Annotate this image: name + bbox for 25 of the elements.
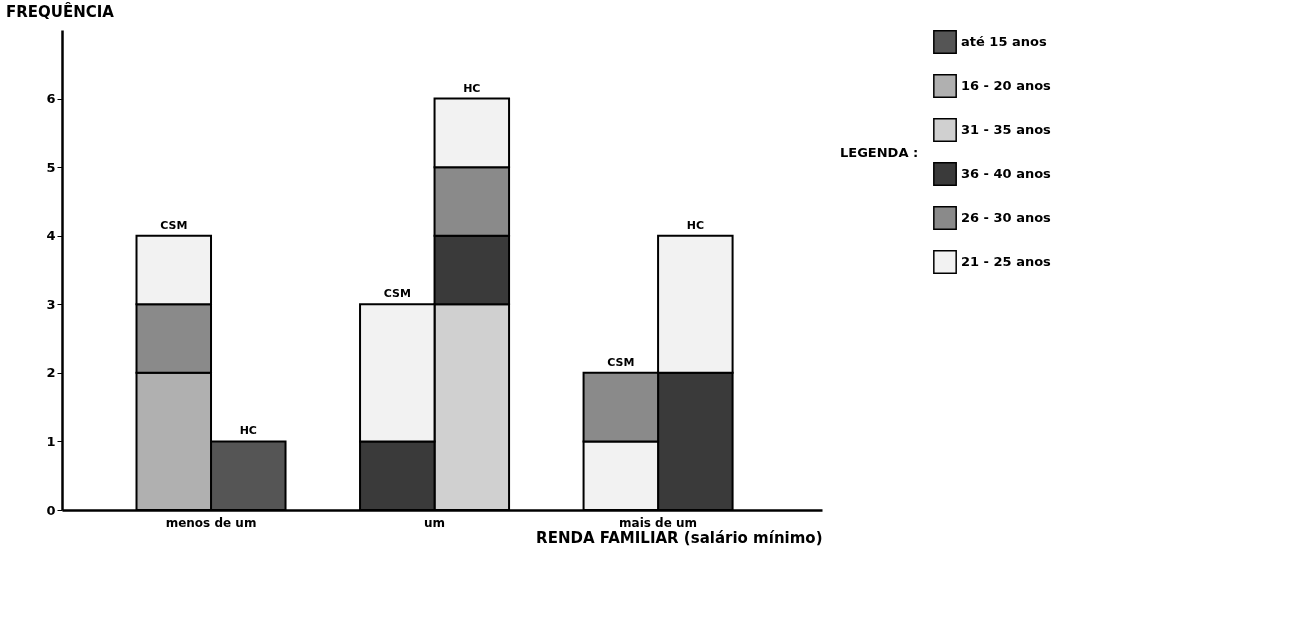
y-tick-label: 2 — [46, 365, 56, 381]
annotation: HC — [686, 218, 704, 232]
annotation: CSM — [607, 355, 635, 369]
y-tick-label: 3 — [46, 296, 56, 312]
legend-label: 21 - 25 anos — [961, 254, 1052, 269]
y-tick-label: 0 — [46, 502, 56, 518]
legend-label: até 15 anos — [961, 34, 1047, 49]
x-axis-title: RENDA FAMILIAR (salário mínimo) — [536, 528, 823, 547]
y-tick-label: 5 — [46, 159, 56, 175]
legend-title: LEGENDA : — [840, 145, 919, 160]
y-tick-label: 1 — [46, 433, 56, 449]
text: mais de um — [619, 516, 698, 530]
y-tick-label: 4 — [46, 228, 56, 244]
y-tick-label: 6 — [46, 91, 56, 107]
text: um — [424, 516, 446, 530]
annotation: HC — [239, 424, 257, 438]
text: menos de um — [165, 516, 257, 530]
legend-label: 31 - 35 anos — [961, 122, 1052, 137]
legend-label: 26 - 30 anos — [961, 210, 1052, 225]
y-axis-title: FREQUÊNCIA — [5, 2, 115, 21]
annotation: HC — [463, 81, 481, 95]
annotation: CSM — [383, 287, 411, 301]
annotation: CSM — [160, 218, 188, 232]
legend-label: 36 - 40 anos — [961, 166, 1052, 181]
legend-label: 16 - 20 anos — [961, 78, 1052, 93]
